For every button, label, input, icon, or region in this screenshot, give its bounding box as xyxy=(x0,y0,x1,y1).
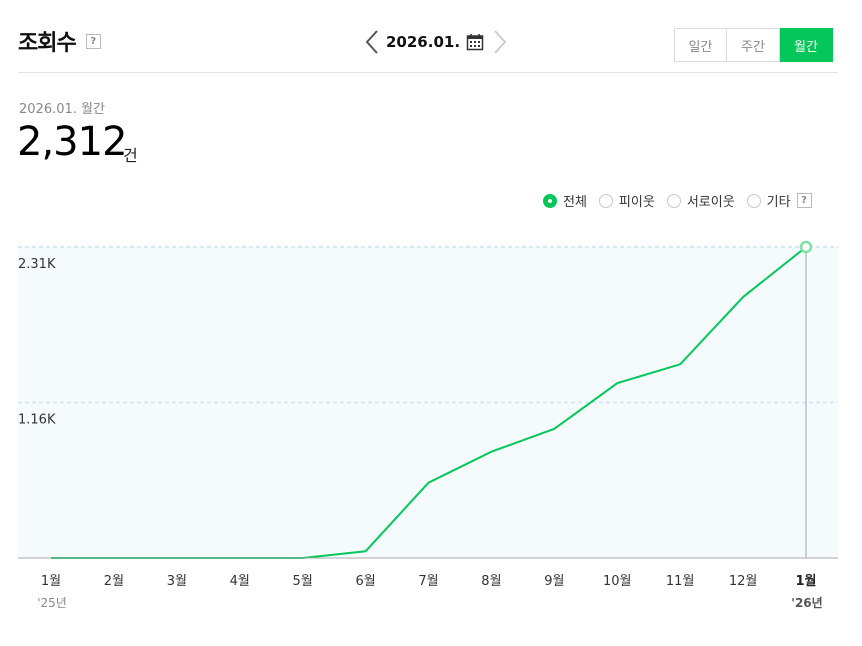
x-tick-label: 12월 xyxy=(729,574,758,589)
x-tick-label: 6월 xyxy=(355,574,375,589)
period-label: 2026.01. xyxy=(386,33,461,51)
x-tick-label: 8월 xyxy=(481,574,501,589)
page-title: 조회수 xyxy=(18,31,77,56)
x-tick-label: 2월 xyxy=(104,574,124,589)
visitor-filter: 전체 피이웃 서로이웃 기타 ? xyxy=(543,191,818,210)
radio-icon[interactable] xyxy=(666,193,681,208)
x-tick-label: 10월 xyxy=(603,574,632,589)
filter-non-neighbor[interactable]: 피이웃 xyxy=(598,191,655,210)
x-tick-label: 7월 xyxy=(418,574,438,589)
filter-label: 피이웃 xyxy=(618,195,655,210)
radio-icon[interactable] xyxy=(746,193,761,208)
filter-other[interactable]: 기타 xyxy=(746,191,791,210)
x-tick-label: 4월 xyxy=(230,574,250,589)
filter-help-icon[interactable]: ? xyxy=(796,193,812,208)
x-year-label: '25년 xyxy=(37,596,67,610)
radio-icon[interactable] xyxy=(598,193,613,208)
filter-label: 전체 xyxy=(563,195,587,210)
summary-label: 2026.01. 월간 xyxy=(19,102,105,117)
period-tabs: 일간 주간 월간 xyxy=(674,28,833,62)
x-tick-label: 1월 xyxy=(795,573,816,589)
tab-daily[interactable]: 일간 xyxy=(674,28,727,62)
help-icon[interactable]: ? xyxy=(85,33,101,49)
summary-unit: 건 xyxy=(123,146,138,165)
period-navigator: 2026.01. xyxy=(362,28,510,56)
filter-label: 기타 xyxy=(766,195,791,210)
prev-period-icon[interactable] xyxy=(362,28,382,56)
radio-selected-icon[interactable] xyxy=(543,193,557,208)
y-tick-label: 2.31K xyxy=(18,257,56,272)
x-tick-label: 5월 xyxy=(293,574,313,589)
x-tick-label: 9월 xyxy=(544,574,564,589)
tab-weekly[interactable]: 주간 xyxy=(727,28,780,62)
highlight-point[interactable] xyxy=(799,240,813,254)
filter-mutual-neighbor[interactable]: 서로이웃 xyxy=(666,191,735,210)
calendar-icon[interactable] xyxy=(466,33,484,51)
x-tick-label: 11월 xyxy=(666,574,695,589)
next-period-icon[interactable] xyxy=(490,28,510,56)
x-tick-label: 3월 xyxy=(167,574,187,589)
tab-monthly[interactable]: 월간 xyxy=(780,28,833,62)
title-row: 조회수 ? xyxy=(18,26,101,56)
filter-all[interactable]: 전체 xyxy=(543,191,587,210)
x-tick-label: 1월 xyxy=(41,574,61,589)
y-tick-label: 1.16K xyxy=(18,413,56,428)
filter-label: 서로이웃 xyxy=(686,195,735,210)
summary-value: 2,312 xyxy=(17,119,128,165)
x-year-label: '26년 xyxy=(791,596,822,610)
header-divider xyxy=(18,72,838,73)
